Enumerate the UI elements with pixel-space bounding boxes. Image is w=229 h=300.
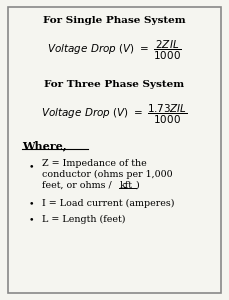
- Text: $\mathit{Voltage\ Drop\ (V)}\ =\ \dfrac{1.73ZIL}{1000}$: $\mathit{Voltage\ Drop\ (V)}\ =\ \dfrac{…: [41, 103, 188, 126]
- Text: I = Load current (amperes): I = Load current (amperes): [42, 199, 174, 208]
- Text: Where,: Where,: [22, 140, 66, 151]
- Text: Z = Impedance of the: Z = Impedance of the: [42, 159, 147, 168]
- Text: L = Length (feet): L = Length (feet): [42, 215, 126, 224]
- Text: conductor (ohms per 1,000: conductor (ohms per 1,000: [42, 170, 173, 179]
- FancyBboxPatch shape: [8, 7, 221, 293]
- Text: For Single Phase System: For Single Phase System: [43, 16, 186, 25]
- Text: For Three Phase System: For Three Phase System: [44, 80, 185, 89]
- Text: •: •: [29, 162, 34, 171]
- Text: kft: kft: [120, 181, 133, 190]
- Text: •: •: [29, 215, 34, 224]
- Text: ): ): [136, 181, 139, 190]
- Text: feet, or ohms /: feet, or ohms /: [42, 181, 115, 190]
- Text: •: •: [29, 199, 34, 208]
- Text: $\mathit{Voltage\ Drop\ (V)}\ =\ \dfrac{2ZIL}{1000}$: $\mathit{Voltage\ Drop\ (V)}\ =\ \dfrac{…: [47, 39, 182, 62]
